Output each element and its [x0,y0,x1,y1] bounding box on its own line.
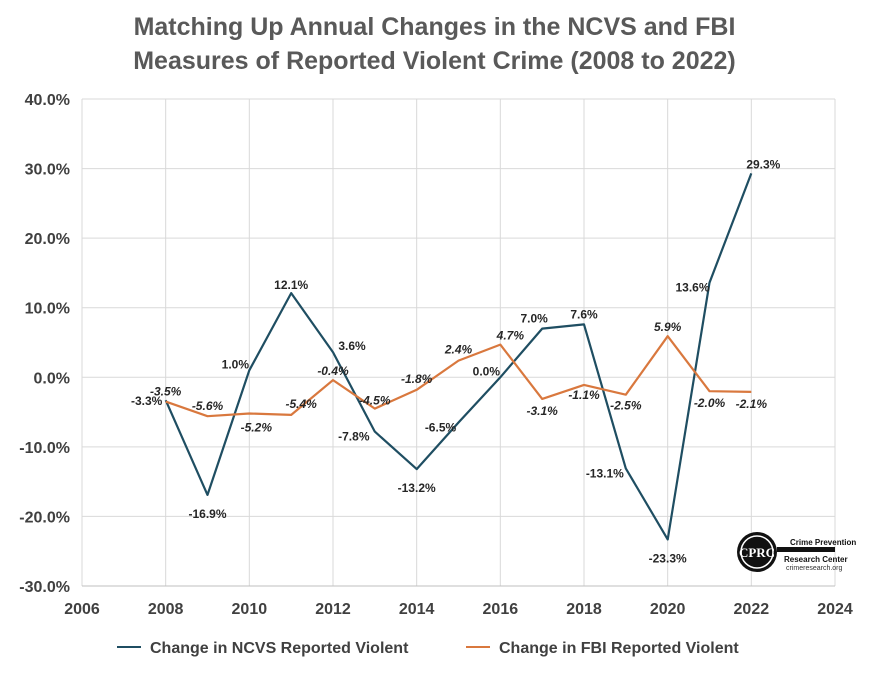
logo-initials: CPRC [739,545,775,560]
fbi-data-label: -3.5% [150,385,182,399]
legend-label-fbi: Change in FBI Reported Violent [499,640,739,657]
ncvs-data-label: 13.6% [675,281,709,295]
y-tick-label: -10.0% [19,440,70,457]
fbi-data-label: -2.1% [736,397,768,411]
ncvs-data-label: 29.3% [746,157,780,171]
fbi-data-label: -5.2% [241,420,273,434]
fbi-data-label: -5.4% [285,397,317,411]
ncvs-data-label: -13.2% [398,481,436,495]
ncvs-data-label: 7.6% [570,307,598,321]
fbi-series-line [165,335,752,418]
y-tick-label: 40.0% [25,92,70,109]
fbi-data-label: -1.8% [401,372,433,386]
y-tick-label: 10.0% [25,301,70,318]
logo-line1: Crime Prevention [790,538,856,547]
ncvs-data-label: -23.3% [649,551,687,565]
axes: 40.0% 30.0% 20.0% 10.0% 0.0% -10.0% -20.0% -30.… [19,92,853,618]
series-lines [164,173,753,541]
x-tick-label: 2008 [148,601,184,618]
ncvs-data-label: -6.5% [425,421,457,435]
x-tick-label: 2006 [64,601,100,618]
ncvs-data-label: 0.0% [473,364,501,378]
gridlines [81,98,836,587]
x-tick-label: 2014 [399,601,435,618]
fbi-data-label: -0.4% [317,364,349,378]
y-tick-label: 0.0% [34,370,70,387]
ncvs-data-label: 1.0% [222,357,250,371]
cprc-logo: CPRC Crime Prevention Research Center cr… [737,532,856,572]
x-tick-label: 2024 [817,601,853,618]
fbi-data-label: 2.4% [444,343,473,357]
x-tick-label: 2012 [315,601,351,618]
legend-label-ncvs: Change in NCVS Reported Violent [150,640,409,657]
logo-line2: Research Center [784,555,848,564]
y-tick-label: -30.0% [19,579,70,596]
data-labels: -3.3% -16.9% 1.0% 12.1% 3.6% -7.8% -13.2% -6.5%… [131,157,781,565]
fbi-data-label: -2.0% [694,396,726,410]
x-tick-label: 2018 [566,601,602,618]
logo-badge-icon [737,532,777,572]
y-tick-label: 20.0% [25,231,70,248]
ncvs-data-label: 7.0% [520,312,548,326]
legend: Change in NCVS Reported Violent Change i… [117,640,739,657]
fbi-data-label: 5.9% [654,320,682,334]
logo-ring-icon [740,535,774,569]
x-tick-label: 2020 [650,601,686,618]
chart-title: Matching Up Annual Changes in the NCVS a… [133,13,736,75]
ncvs-series-line [164,173,753,541]
fbi-data-label: -2.5% [610,399,642,413]
fbi-data-label: -4.5% [359,394,391,408]
ncvs-data-label: -7.8% [338,430,370,444]
x-tick-label: 2010 [232,601,268,618]
fbi-data-label: 4.7% [496,329,525,343]
ncvs-data-label: -3.3% [131,394,163,408]
x-tick-label: 2022 [734,601,770,618]
ncvs-data-label: 12.1% [274,278,308,292]
ncvs-data-label: -16.9% [188,507,226,521]
ncvs-data-label: -13.1% [586,466,624,480]
fbi-data-label: -5.6% [192,399,224,413]
ncvs-data-label: 3.6% [338,339,366,353]
fbi-data-label: -1.1% [568,388,600,402]
logo-bar [777,547,835,552]
x-tick-label: 2016 [483,601,519,618]
logo-url: crimeresearch.org [786,565,843,572]
fbi-data-label: -3.1% [526,404,558,418]
y-tick-label: 30.0% [25,162,70,179]
y-tick-label: -20.0% [19,509,70,526]
